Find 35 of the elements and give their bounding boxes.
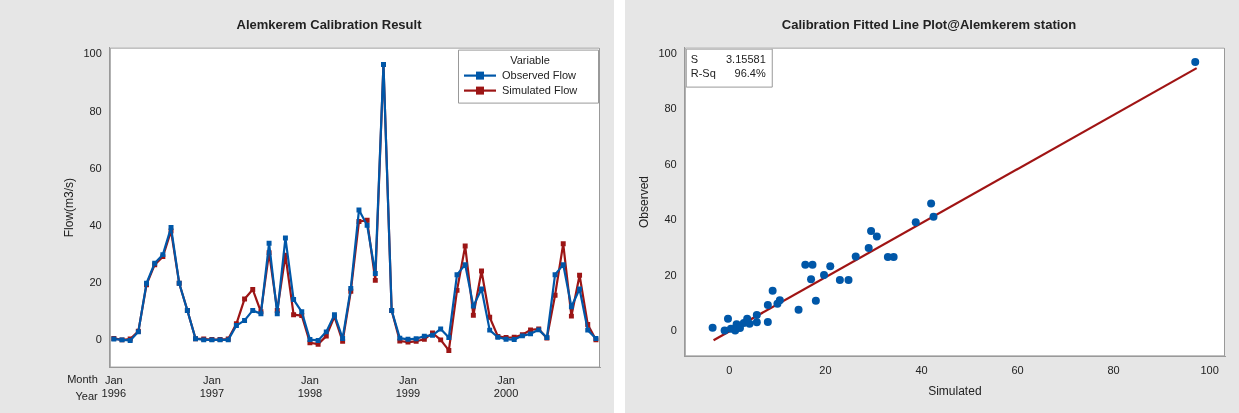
y-tick-label: 80 — [664, 102, 677, 115]
x-axis-title: Simulated — [928, 384, 982, 399]
y-tick-label: 60 — [89, 161, 102, 174]
x-tick-label: Jan 1999 — [395, 374, 421, 400]
y-tick-label: 20 — [89, 276, 102, 289]
x-tick-label: 80 — [1107, 364, 1120, 377]
text: R-Sq 96.4% — [690, 66, 766, 79]
y-tick-label: 40 — [89, 219, 102, 232]
y-tick-label: 100 — [83, 47, 102, 60]
x-tick-label: 40 — [915, 364, 928, 377]
x-tick-label: Jan 1998 — [297, 374, 323, 400]
x-tick-label: 0 — [726, 364, 733, 377]
y-tick-label: 0 — [95, 333, 102, 346]
y-tick-label: 20 — [664, 268, 677, 281]
x-tick-label: 20 — [819, 364, 832, 377]
text: Year — [75, 389, 99, 402]
legend-title: Variable — [510, 53, 550, 66]
legend-label: Observed Flow — [502, 68, 577, 81]
legend-label: Simulated Flow — [502, 83, 578, 96]
x-tick-label: Jan 2000 — [493, 374, 519, 400]
text: Month — [67, 372, 98, 385]
text: S 3.15581 — [690, 52, 766, 65]
x-tick-label: 60 — [1011, 364, 1024, 377]
y-axis-title: Flow(m3/s) — [61, 177, 76, 238]
chart-title: Calibration Fitted Line Plot@Alemkerem station — [781, 17, 1077, 33]
chart-title: Alemkerem Calibration Result — [236, 17, 423, 33]
y-tick-label: 60 — [664, 157, 677, 170]
y-tick-label: 80 — [89, 104, 102, 117]
y-tick-label: 100 — [658, 46, 677, 59]
y-axis-title: Observed — [636, 175, 651, 229]
y-tick-label: 0 — [670, 324, 677, 337]
x-tick-label: Jan 1997 — [199, 374, 225, 400]
y-tick-label: 40 — [664, 213, 677, 226]
x-tick-label: Jan 1996 — [101, 374, 127, 400]
x-tick-label: 100 — [1200, 364, 1219, 377]
